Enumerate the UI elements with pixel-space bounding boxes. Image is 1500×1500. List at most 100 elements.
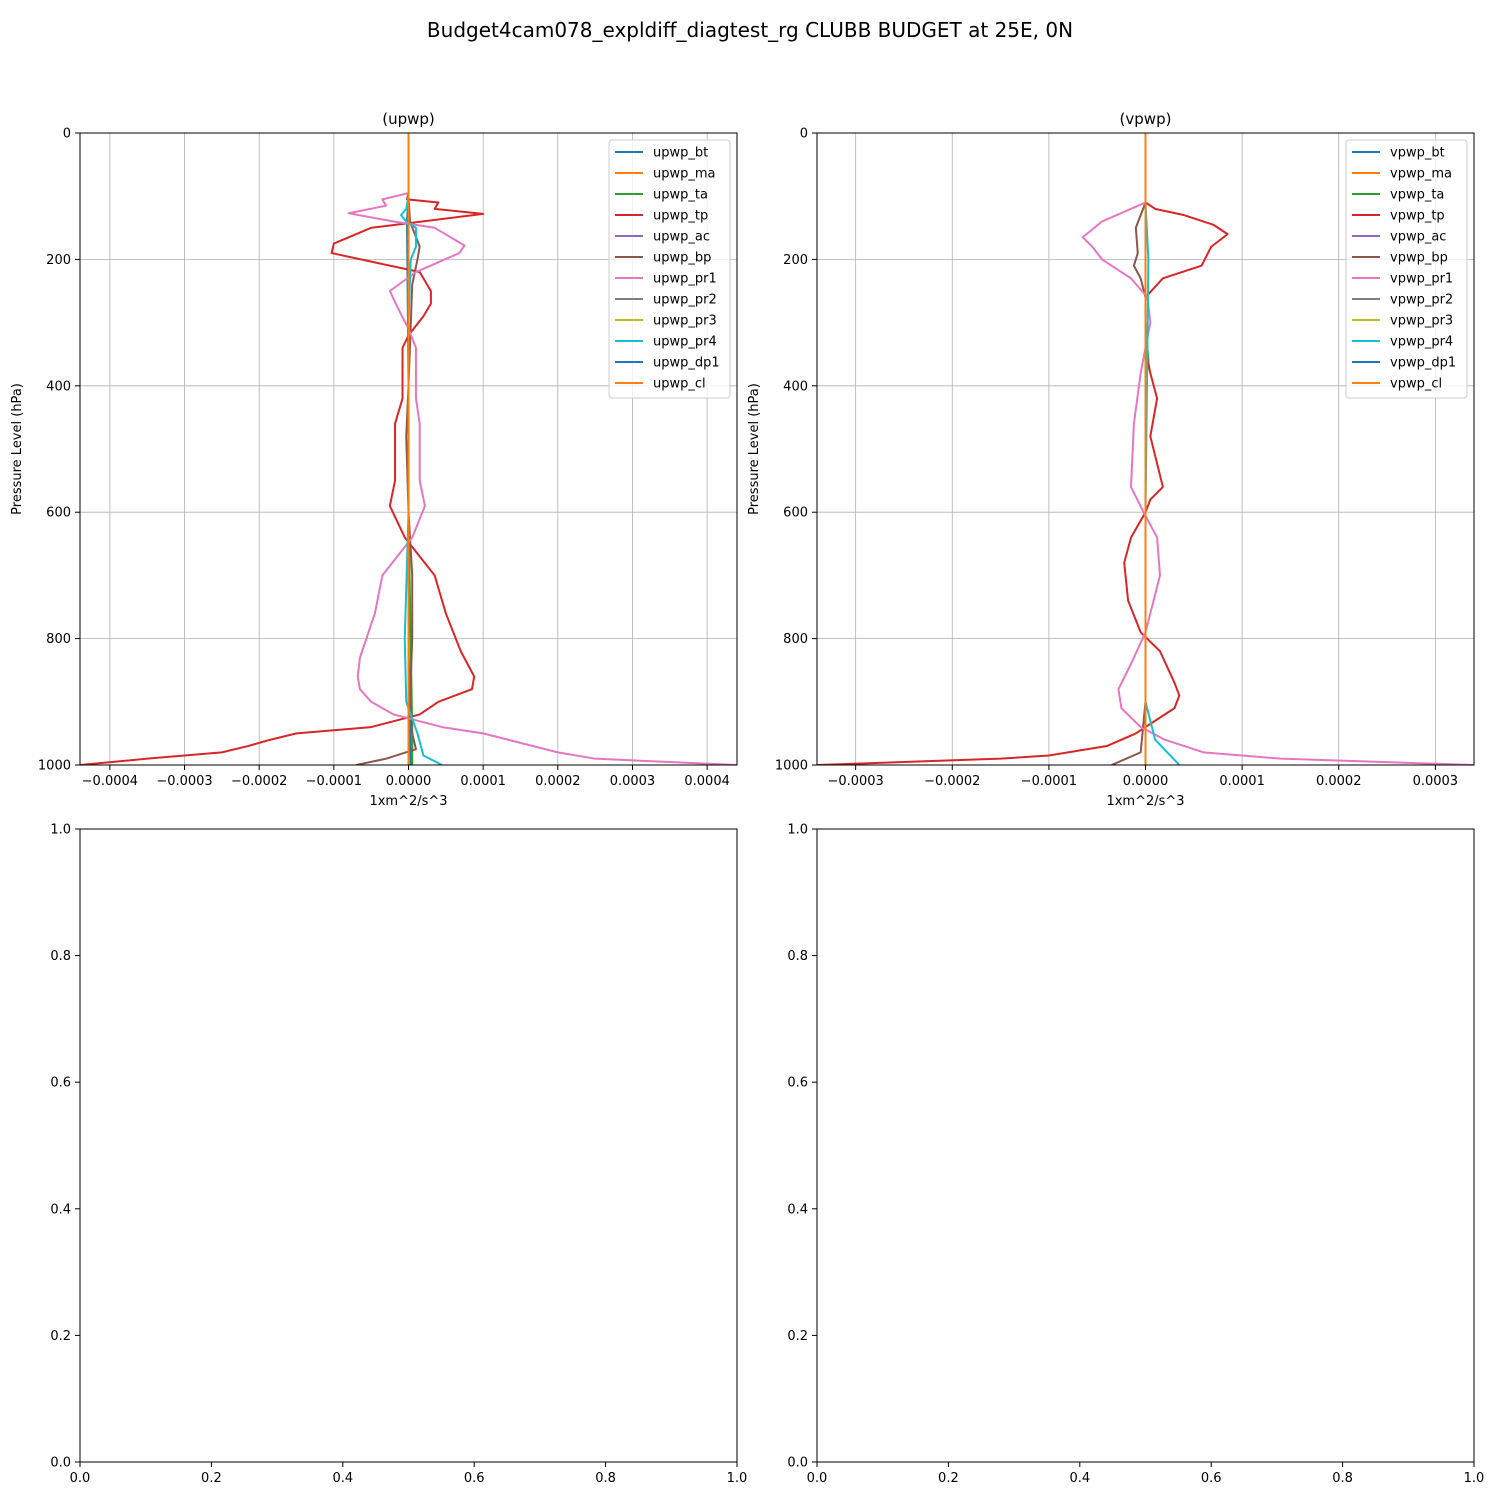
series-line-upwp_pr4 <box>400 133 443 765</box>
x-tick-label: −0.0001 <box>306 774 362 789</box>
legend-entry: upwp_pr4 <box>653 335 717 350</box>
axes-title: (upwp) <box>382 110 435 128</box>
axes-container: −0.0004 −0.0003 −0.0002 −0.0001 0.0000 0.0001… <box>10 110 1484 1486</box>
y-tick-label: 0 <box>63 127 71 142</box>
y-tick-label: 0.8 <box>50 949 71 964</box>
axes-title: (vpwp) <box>1120 110 1172 128</box>
legend: vpwp_bt vpwp_ma vpwp_ta vpwp_tp vpwp_ac vpwp_… <box>1345 139 1468 399</box>
series-line-upwp_bp <box>356 133 421 765</box>
legend-entry: vpwp_bt <box>1390 146 1445 161</box>
y-tick-label: 1.0 <box>787 823 808 838</box>
series-group <box>817 133 1474 765</box>
axes-frame <box>816 828 1475 1463</box>
x-tick-label: 0.6 <box>1201 1471 1222 1486</box>
x-tick-label: 0.0 <box>70 1471 91 1486</box>
legend-box <box>608 139 731 399</box>
x-tick-label: −0.0002 <box>924 774 980 789</box>
y-tick-label: 800 <box>783 632 808 647</box>
axes-4: 0.0 0.2 0.4 0.6 0.8 1.0 0.0 0.2 0.4 0.6 0.8 1.0 <box>787 823 1484 1487</box>
y-tick-label: 0.6 <box>50 1076 71 1091</box>
legend-entry: vpwp_pr3 <box>1390 314 1453 329</box>
y-tick-label: 200 <box>783 253 808 268</box>
legend-entry: upwp_ta <box>653 188 708 203</box>
legend-entry: vpwp_dp1 <box>1390 356 1456 371</box>
legend-entry: upwp_ma <box>653 167 716 182</box>
series-line-vpwp_pr1 <box>1081 133 1474 765</box>
x-tick-label: 1.0 <box>1464 1471 1485 1486</box>
x-tick-label: 0.0004 <box>684 774 730 789</box>
legend-entry: upwp_pr1 <box>653 272 717 287</box>
y-tick-label: 0.2 <box>787 1329 808 1344</box>
legend-entry: upwp_pr3 <box>653 314 717 329</box>
legend-entry: upwp_pr2 <box>653 293 717 308</box>
x-tick-label: 0.8 <box>1332 1471 1353 1486</box>
legend-entry: vpwp_pr4 <box>1390 335 1453 350</box>
x-tick-label: −0.0002 <box>231 774 287 789</box>
axes-3: 0.0 0.2 0.4 0.6 0.8 1.0 0.0 0.2 0.4 0.6 0.8 1.0 <box>50 823 747 1487</box>
x-tick-label: −0.0003 <box>827 774 883 789</box>
x-tick-label: −0.0004 <box>82 774 138 789</box>
y-tick-label: 1.0 <box>50 823 71 838</box>
legend-entry: vpwp_tp <box>1390 209 1445 224</box>
x-tick-label: 0.8 <box>595 1471 616 1486</box>
legend-entry: vpwp_cl <box>1390 377 1442 392</box>
x-tick-label: 0.0002 <box>535 774 581 789</box>
y-tick-label: 0.0 <box>787 1456 808 1471</box>
legend-entry: upwp_bt <box>653 146 708 161</box>
legend-entry: vpwp_ac <box>1390 230 1446 245</box>
x-tick-label: 0.0003 <box>610 774 656 789</box>
x-tick-label: 0.0003 <box>1413 774 1459 789</box>
x-tick-label: 0.4 <box>1069 1471 1090 1486</box>
x-tick-label: 1.0 <box>727 1471 748 1486</box>
x-axis-label: 1xm^2/s^3 <box>1106 794 1184 809</box>
y-tick-label: 400 <box>46 379 71 394</box>
legend-entry: upwp_tp <box>653 209 708 224</box>
figure-title: Budget4cam078_expldiff_diagtest_rg CLUBB… <box>427 18 1073 42</box>
y-tick-label: 0.0 <box>50 1456 71 1471</box>
y-tick-label: 0.4 <box>50 1202 71 1217</box>
axes-frame <box>79 828 738 1463</box>
series-line-vpwp_tp <box>817 133 1229 765</box>
x-axis-label: 1xm^2/s^3 <box>369 794 447 809</box>
legend-entry: vpwp_pr2 <box>1390 293 1453 308</box>
x-tick-label: 0.0000 <box>386 774 432 789</box>
y-tick-label: 0.2 <box>50 1329 71 1344</box>
series-line-upwp_tp <box>80 133 485 765</box>
y-tick-label: 0.4 <box>787 1202 808 1217</box>
y-tick-label: 600 <box>46 506 71 521</box>
y-axis-label: Pressure Level (hPa) <box>10 383 25 515</box>
axes-1: −0.0004 −0.0003 −0.0002 −0.0001 0.0000 0.0001… <box>10 110 738 809</box>
x-tick-label: −0.0001 <box>1021 774 1077 789</box>
x-tick-label: 0.4 <box>332 1471 353 1486</box>
legend-entry: vpwp_pr1 <box>1390 272 1453 287</box>
x-tick-label: 0.0001 <box>460 774 506 789</box>
legend-box <box>1345 139 1468 399</box>
y-tick-label: 0.8 <box>787 949 808 964</box>
x-tick-label: −0.0003 <box>156 774 212 789</box>
x-tick-label: 0.0002 <box>1316 774 1362 789</box>
y-tick-label: 600 <box>783 506 808 521</box>
y-tick-label: 1000 <box>38 759 71 774</box>
x-tick-label: 0.0001 <box>1219 774 1265 789</box>
x-tick-label: 0.0000 <box>1123 774 1169 789</box>
axes-2: −0.0003 −0.0002 −0.0001 0.0000 0.0001 0.0002 0… <box>747 110 1475 809</box>
x-tick-label: 0.2 <box>201 1471 222 1486</box>
legend-entry: upwp_ac <box>653 230 710 245</box>
series-line-upwp_pr1 <box>347 133 737 765</box>
legend-entry: upwp_cl <box>653 377 706 392</box>
legend: upwp_bt upwp_ma upwp_ta upwp_tp upwp_ac upwp_… <box>608 139 731 399</box>
legend-entry: vpwp_ma <box>1390 167 1452 182</box>
legend-entry: upwp_dp1 <box>653 356 720 371</box>
x-tick-label: 0.2 <box>938 1471 959 1486</box>
y-tick-label: 0.6 <box>787 1076 808 1091</box>
legend-entry: upwp_bp <box>653 251 711 266</box>
x-tick-label: 0.6 <box>464 1471 485 1486</box>
legend-entry: vpwp_ta <box>1390 188 1444 203</box>
y-tick-label: 0 <box>800 127 808 142</box>
y-axis-label: Pressure Level (hPa) <box>747 383 762 515</box>
y-tick-label: 200 <box>46 253 71 268</box>
x-tick-label: 0.0 <box>807 1471 828 1486</box>
y-tick-label: 800 <box>46 632 71 647</box>
